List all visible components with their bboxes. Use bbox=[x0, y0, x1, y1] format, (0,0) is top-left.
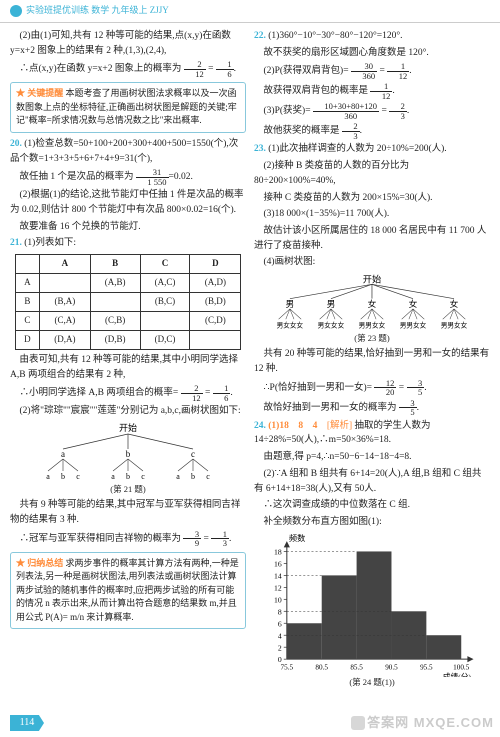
q20b: 故任抽 1 个是次品的概率为 311 550=0.02. bbox=[10, 168, 246, 186]
q23: 23. (1)此次抽样调查的人数为 20÷10%=200(人). bbox=[254, 142, 490, 157]
svg-text:b: b bbox=[61, 472, 65, 481]
svg-text:c: c bbox=[76, 472, 80, 481]
svg-text:2: 2 bbox=[278, 643, 282, 652]
q2-text2: ∴点(x,y)在函数 y=x+2 图象上的概率为 212 = 16. bbox=[10, 60, 246, 78]
left-column: (2)由(1)可知,共有 12 种等可能的结果,点(x,y)在函数 y=x+2 … bbox=[10, 29, 246, 691]
q23h: ∴P(恰好抽到一男和一女)= 1220 = 35. bbox=[254, 379, 490, 397]
page-number: 114 bbox=[10, 715, 44, 731]
content-columns: (2)由(1)可知,共有 12 种等可能的结果,点(x,y)在函数 y=x+2 … bbox=[0, 23, 500, 691]
svg-text:男男女女: 男男女女 bbox=[400, 321, 427, 330]
svg-text:75.5: 75.5 bbox=[281, 663, 294, 671]
svg-text:18: 18 bbox=[274, 547, 282, 556]
svg-text:4: 4 bbox=[278, 631, 282, 640]
svg-text:男男女女: 男男女女 bbox=[359, 321, 386, 330]
q22: 22. (1)360°−10°−30°−80°−120°=120°. bbox=[254, 29, 490, 44]
header-title: 实验班提优训练 数学 九年级上 ZJJY bbox=[26, 4, 169, 18]
svg-text:c: c bbox=[206, 472, 210, 481]
svg-text:a: a bbox=[176, 472, 180, 481]
tree-q21: 开始 a b c a b c a b c a b c bbox=[10, 421, 246, 481]
svg-text:b: b bbox=[126, 472, 130, 481]
q23g: 共有 20 种等可能的结果,恰好抽到一男和一女的结果有 12 种. bbox=[254, 347, 490, 376]
svg-text:6: 6 bbox=[278, 619, 282, 628]
q20c: (2)根据(1)的结论,这批节能灯中任抽 1 件是次品的概率为 0.02,则估计… bbox=[10, 188, 246, 217]
cap2: (第 23 题) bbox=[254, 332, 490, 345]
svg-text:100.5: 100.5 bbox=[453, 663, 470, 671]
summary-box: ★ 归纳总结 求两步事件的概率其计算方法有两种,一种是列表法,另一种是画树状图法… bbox=[10, 552, 246, 630]
box2-lead: ★ 归纳总结 bbox=[16, 558, 63, 568]
svg-text:b: b bbox=[191, 472, 195, 481]
q23i: 故恰好抽到一男和一女的概率为 35. bbox=[254, 399, 490, 417]
box1-lead: ★ 关键提醒 bbox=[16, 88, 63, 98]
svg-text:a: a bbox=[61, 449, 65, 459]
q21e: 共有 9 种等可能的结果,其中冠军与亚军获得相同吉祥物的结果有 3 种. bbox=[10, 498, 246, 527]
svg-text:女: 女 bbox=[450, 298, 459, 309]
svg-text:女: 女 bbox=[409, 298, 418, 309]
svg-text:a: a bbox=[46, 472, 50, 481]
histogram: 频数成绩(分)18161412108642075.580.585.590.595… bbox=[254, 534, 490, 674]
svg-text:16: 16 bbox=[274, 559, 282, 568]
svg-text:男男女女: 男男女女 bbox=[441, 321, 468, 330]
q23e: 故估计该小区所属居住的 18 000 名居民中有 11 700 人进行了疫苗接种… bbox=[254, 224, 490, 253]
tree-q23: 开始 男男女女女 男女女女 男女女女 男男女女 男男女女 男男女女 bbox=[254, 272, 490, 330]
cap3: (第 24 题(1)) bbox=[254, 676, 490, 689]
q22f: 故他获奖的概率是 23. bbox=[254, 122, 490, 140]
svg-text:80.5: 80.5 bbox=[315, 663, 328, 671]
right-column: 22. (1)360°−10°−30°−80°−120°=120°. 故不获奖的… bbox=[254, 29, 490, 691]
q23d: (3)18 000×(1−35%)=11 700(人). bbox=[254, 207, 490, 222]
svg-text:95.5: 95.5 bbox=[420, 663, 433, 671]
svg-text:男女女女: 男女女女 bbox=[318, 321, 345, 330]
watermark: 答案网 MXQE.COM bbox=[351, 713, 494, 733]
svg-text:85.5: 85.5 bbox=[350, 663, 363, 671]
q20: 20. (1)检查总数=50+100+200+300+400+500=1550(… bbox=[10, 137, 246, 166]
svg-text:10: 10 bbox=[274, 595, 282, 604]
q22b: 故不获奖的扇形区域圆心角度数是 120°. bbox=[254, 46, 490, 61]
svg-text:90.5: 90.5 bbox=[385, 663, 398, 671]
q23c: 接种 C 类疫苗的人数为 200×15%=30(人). bbox=[254, 191, 490, 206]
q24e: ∴这次调查成绩的中位数落在 C 组. bbox=[254, 498, 490, 513]
svg-text:c: c bbox=[191, 449, 195, 459]
svg-text:女: 女 bbox=[368, 298, 377, 309]
q23f: (4)画树状图: bbox=[254, 255, 490, 270]
q23b: (2)接种 B 类疫苗的人数的百分比为 80÷200×100%=40%, bbox=[254, 159, 490, 188]
svg-text:8: 8 bbox=[278, 607, 282, 616]
svg-text:男: 男 bbox=[327, 299, 336, 309]
q22d: 故获得双肩背包的概率是 112. bbox=[254, 82, 490, 100]
q20d: 故要准备 16 个兑换的节能灯. bbox=[10, 220, 246, 235]
q21: 21. (1)列表如下: bbox=[10, 236, 246, 251]
svg-text:男女女女: 男女女女 bbox=[277, 321, 304, 330]
q21c: ∴小明同学选择 A,B 两项组合的概率= 212 = 16. bbox=[10, 384, 246, 402]
svg-text:14: 14 bbox=[274, 571, 282, 580]
q21b: 由表可知,共有 12 种等可能的结果,其中小明同学选择 A,B 两项组合的结果有… bbox=[10, 353, 246, 382]
svg-text:开始: 开始 bbox=[363, 273, 381, 284]
key-box-1: ★ 关键提醒 本题考查了用画树状图法求概率以及一次函数图象上点的坐标特征,正确画… bbox=[10, 82, 246, 133]
q24d: (2)∵A 组和 B 组共有 6+14=20(人),A 组,B 组和 C 组共有… bbox=[254, 467, 490, 496]
q21-table: ABCD A(A,B)(A,C)(A,D) B(B,A)(B,C)(B,D) C… bbox=[15, 254, 242, 350]
q22e: (3)P(获奖)= 10+30+80+120360 = 23. bbox=[254, 102, 490, 120]
q24c: 由题意,得 p=4,∴n=50−6−14−18−4=8. bbox=[254, 450, 490, 465]
svg-text:成绩(分): 成绩(分) bbox=[443, 671, 472, 677]
q24f: 补全频数分布直方图如图(1): bbox=[254, 515, 490, 530]
q21d: (2)将"琮琮""宸宸""莲莲"分别记为 a,b,c,画树状图如下: bbox=[10, 404, 246, 419]
svg-text:b: b bbox=[126, 449, 131, 459]
q2-text: (2)由(1)可知,共有 12 种等可能的结果,点(x,y)在函数 y=x+2 … bbox=[10, 29, 246, 58]
svg-text:男: 男 bbox=[286, 299, 295, 309]
header-icon bbox=[10, 5, 22, 17]
q22c: (2)P(获得双肩背包)= 30360 = 112. bbox=[254, 62, 490, 80]
svg-text:频数: 频数 bbox=[289, 534, 305, 543]
q21f: ∴冠军与亚军获得相同吉祥物的概率为 39 = 13. bbox=[10, 530, 246, 548]
tree-root: 开始 bbox=[119, 422, 137, 433]
cap1: (第 21 题) bbox=[10, 483, 246, 496]
svg-text:a: a bbox=[111, 472, 115, 481]
svg-text:c: c bbox=[141, 472, 145, 481]
q24: 24. (1)18 8 4 [解析] 抽取的学生人数为 14÷28%=50(人)… bbox=[254, 419, 490, 448]
page-header: 实验班提优训练 数学 九年级上 ZJJY bbox=[0, 0, 500, 23]
svg-text:12: 12 bbox=[274, 583, 282, 592]
